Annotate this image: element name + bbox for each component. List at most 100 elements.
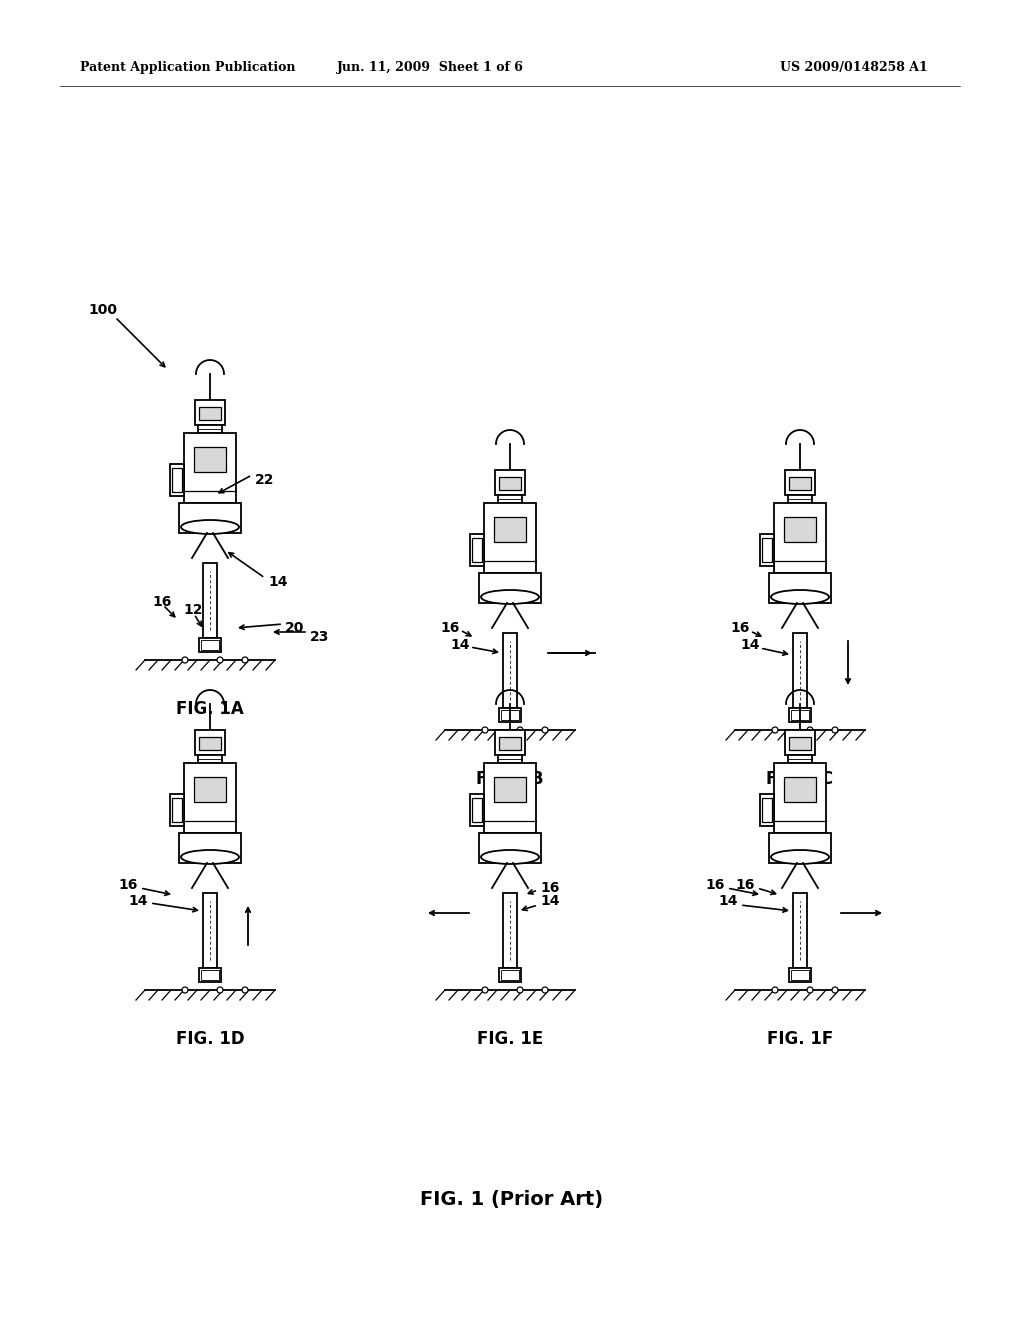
Bar: [501, 970, 519, 979]
Bar: [199, 968, 221, 982]
Text: FIG. 1C: FIG. 1C: [766, 770, 834, 788]
Text: Jun. 11, 2009  Sheet 1 of 6: Jun. 11, 2009 Sheet 1 of 6: [337, 62, 523, 74]
Circle shape: [242, 657, 248, 663]
Text: 16: 16: [440, 620, 460, 635]
Circle shape: [831, 727, 838, 733]
Circle shape: [182, 987, 188, 993]
Text: 14: 14: [450, 638, 469, 652]
Bar: [793, 634, 807, 708]
Bar: [170, 795, 184, 826]
Text: 14: 14: [540, 894, 559, 908]
Text: 22: 22: [255, 473, 274, 487]
Circle shape: [542, 727, 548, 733]
Bar: [199, 737, 221, 750]
Bar: [195, 777, 225, 801]
Bar: [172, 799, 182, 822]
Bar: [198, 425, 222, 433]
Ellipse shape: [771, 590, 829, 605]
Bar: [484, 763, 536, 833]
Text: 12: 12: [183, 603, 203, 616]
Bar: [788, 755, 812, 763]
Bar: [472, 799, 482, 822]
Text: FIG. 1D: FIG. 1D: [176, 1030, 245, 1048]
Circle shape: [807, 987, 813, 993]
Ellipse shape: [181, 850, 239, 865]
Bar: [762, 539, 772, 562]
Bar: [184, 433, 236, 503]
Bar: [203, 564, 217, 638]
Text: 23: 23: [310, 630, 330, 644]
Circle shape: [217, 657, 223, 663]
Bar: [470, 535, 484, 566]
Bar: [791, 710, 809, 719]
Bar: [499, 737, 521, 750]
Bar: [170, 465, 184, 496]
Circle shape: [482, 727, 488, 733]
Text: 16: 16: [730, 620, 750, 635]
Bar: [790, 708, 811, 722]
Bar: [498, 755, 522, 763]
Bar: [198, 755, 222, 763]
Text: 14: 14: [128, 894, 148, 908]
Text: FIG. 1E: FIG. 1E: [477, 1030, 543, 1048]
Bar: [195, 730, 225, 755]
Bar: [499, 968, 521, 982]
Text: US 2009/0148258 A1: US 2009/0148258 A1: [780, 62, 928, 74]
Bar: [788, 495, 812, 503]
Bar: [184, 763, 236, 833]
Text: 20: 20: [285, 620, 304, 635]
Circle shape: [182, 657, 188, 663]
Bar: [790, 477, 811, 490]
Bar: [203, 894, 217, 968]
Bar: [470, 795, 484, 826]
Circle shape: [517, 727, 523, 733]
Text: 16: 16: [735, 878, 755, 892]
Text: 16: 16: [706, 878, 725, 892]
Bar: [790, 737, 811, 750]
Circle shape: [517, 987, 523, 993]
Bar: [479, 833, 541, 863]
Circle shape: [831, 987, 838, 993]
Bar: [499, 477, 521, 490]
Bar: [199, 638, 221, 652]
Bar: [762, 799, 772, 822]
Ellipse shape: [481, 590, 539, 605]
Circle shape: [242, 987, 248, 993]
Text: 14: 14: [719, 894, 738, 908]
Text: Patent Application Publication: Patent Application Publication: [80, 62, 296, 74]
Text: FIG. 1A: FIG. 1A: [176, 700, 244, 718]
Bar: [784, 517, 815, 541]
Circle shape: [217, 987, 223, 993]
Ellipse shape: [181, 520, 239, 535]
Bar: [503, 894, 517, 968]
Bar: [501, 710, 519, 719]
Bar: [499, 708, 521, 722]
Bar: [791, 970, 809, 979]
Bar: [760, 795, 774, 826]
Bar: [484, 503, 536, 573]
Text: 16: 16: [152, 595, 171, 609]
Bar: [503, 634, 517, 708]
Bar: [172, 469, 182, 492]
Bar: [793, 894, 807, 968]
Circle shape: [772, 727, 778, 733]
Bar: [495, 777, 525, 801]
Bar: [785, 730, 815, 755]
Bar: [179, 503, 241, 533]
Text: 14: 14: [268, 576, 288, 589]
Bar: [760, 535, 774, 566]
Bar: [495, 730, 525, 755]
Bar: [774, 763, 826, 833]
Text: 14: 14: [740, 638, 760, 652]
Text: FIG. 1B: FIG. 1B: [476, 770, 544, 788]
Bar: [472, 539, 482, 562]
Circle shape: [772, 987, 778, 993]
Text: FIG. 1F: FIG. 1F: [767, 1030, 834, 1048]
Bar: [495, 470, 525, 495]
Circle shape: [807, 727, 813, 733]
Bar: [495, 517, 525, 541]
Bar: [201, 640, 219, 649]
Bar: [769, 573, 831, 603]
Bar: [199, 407, 221, 420]
Ellipse shape: [481, 850, 539, 865]
